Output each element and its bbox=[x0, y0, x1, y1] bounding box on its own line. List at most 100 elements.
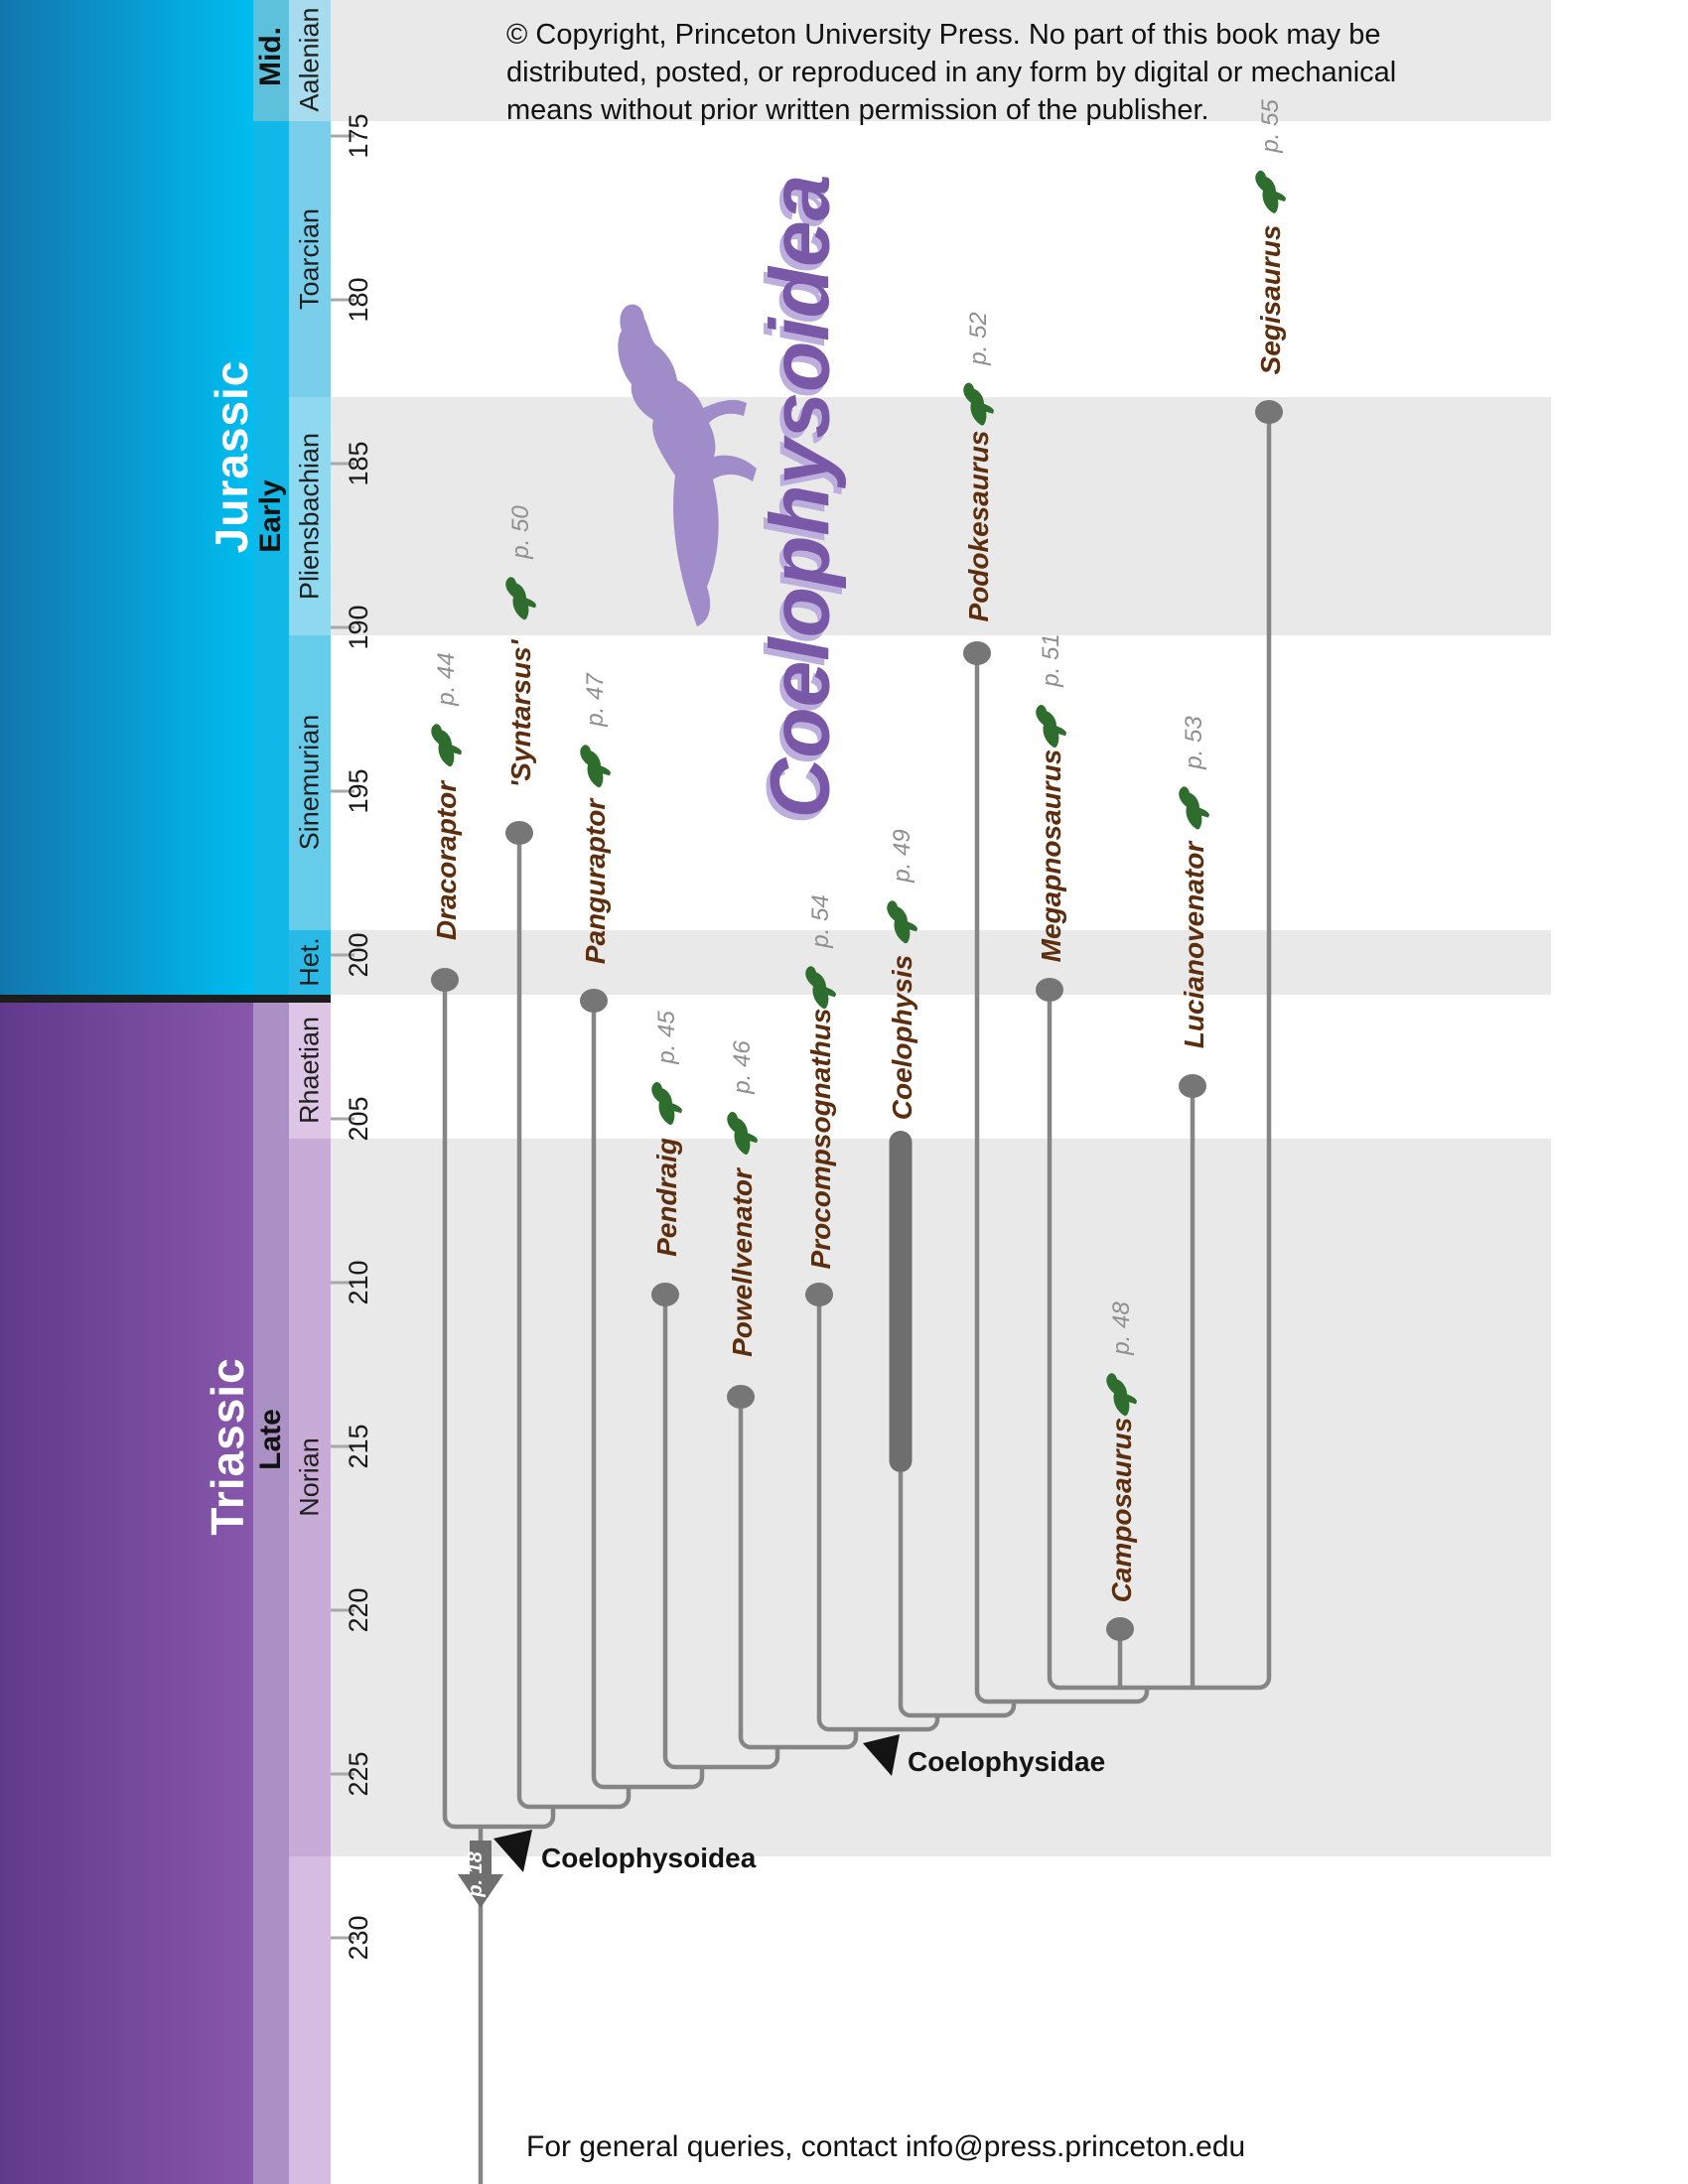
node-dot bbox=[805, 1283, 833, 1306]
taxon-page-ref: p. 51 bbox=[1038, 633, 1064, 687]
stage-cell-pliensbachian bbox=[289, 397, 331, 635]
clade-arrowhead bbox=[493, 1830, 532, 1872]
axis-tick-label: 195 bbox=[344, 768, 373, 813]
taxon-name: Lucianovenator bbox=[1179, 841, 1209, 1049]
clade-label-coelophysidae: Coelophysidae bbox=[908, 1746, 1106, 1777]
taxon-dino-icon bbox=[505, 577, 536, 620]
branch bbox=[898, 1472, 1017, 1718]
node-dot bbox=[1255, 400, 1283, 424]
taxon-name: Podokesaurus bbox=[963, 430, 994, 622]
stage-stripe bbox=[331, 397, 1551, 635]
axis-tick-label: 190 bbox=[344, 605, 373, 649]
taxon-page-ref: p. 44 bbox=[433, 652, 460, 707]
axis-tick-label: 180 bbox=[344, 277, 373, 322]
taxon-name: Procompsognathus bbox=[805, 1008, 836, 1270]
node-dot bbox=[651, 1283, 679, 1306]
axis-tick-label: 225 bbox=[344, 1751, 373, 1796]
taxon-page-ref: p. 49 bbox=[889, 829, 915, 884]
branch bbox=[1047, 412, 1272, 1691]
node-dot bbox=[431, 968, 459, 992]
taxon-dino-icon bbox=[431, 724, 462, 767]
branch bbox=[816, 1295, 940, 1732]
taxon-page-ref: p. 55 bbox=[1257, 99, 1284, 153]
stage-cell-rhaetian bbox=[289, 1003, 331, 1139]
taxon-page-ref: p. 54 bbox=[807, 894, 834, 949]
range-bar-coelophysis bbox=[889, 1131, 913, 1472]
branch bbox=[662, 1295, 780, 1770]
figure-title: Coelophysoidea bbox=[753, 174, 847, 819]
taxon-page-ref: p. 53 bbox=[1181, 715, 1207, 769]
stage-cell-aalenian bbox=[289, 0, 331, 121]
stage-cell-sinemurian bbox=[289, 635, 331, 930]
axis-tick-label: 210 bbox=[344, 1260, 373, 1304]
page-ref-arrow bbox=[458, 1841, 503, 1908]
axis-tick-label: 215 bbox=[344, 1424, 373, 1468]
taxon-dino-icon bbox=[805, 966, 836, 1010]
branch bbox=[974, 653, 1150, 1705]
period-bar-triassic bbox=[0, 1003, 253, 2184]
node-dot bbox=[505, 821, 533, 845]
branch bbox=[738, 1397, 859, 1750]
taxon-page-ref: p. 45 bbox=[653, 1011, 680, 1064]
taxon-name: Segisaurus bbox=[1255, 224, 1286, 375]
axis-tick-label: 185 bbox=[344, 441, 373, 485]
taxon-dino-icon bbox=[651, 1082, 682, 1126]
axis-tick-label: 205 bbox=[344, 1096, 373, 1141]
taxon-dino-icon bbox=[1036, 705, 1066, 749]
taxon-page-ref: p. 52 bbox=[965, 312, 992, 365]
taxon-dino-icon bbox=[1255, 170, 1286, 213]
taxon-page-ref: p. 47 bbox=[582, 673, 609, 728]
stage-stripe bbox=[331, 0, 1551, 121]
epoch-cell-early bbox=[253, 121, 289, 995]
clade-label-coelophysoidea: Coelophysoidea bbox=[541, 1843, 757, 1873]
taxon-name: Panguraptor bbox=[580, 798, 611, 964]
epoch-cell-late bbox=[253, 1003, 289, 2184]
stage-stripe bbox=[331, 930, 1551, 995]
taxon-name: Megapnosaurus bbox=[1036, 749, 1066, 963]
taxon-name: Dracoraptor bbox=[431, 780, 462, 940]
page-ref-arrow-label: p. 18 bbox=[465, 1850, 487, 1897]
taxon-name: Camposaurus bbox=[1106, 1417, 1137, 1603]
axis-tick-label: 200 bbox=[344, 932, 373, 977]
axis-tick-label: 230 bbox=[344, 1915, 373, 1960]
branch bbox=[442, 980, 556, 1830]
stage-cell-carnian bbox=[289, 1856, 331, 2184]
axis-tick-label: 220 bbox=[344, 1587, 373, 1632]
dinosaur-silhouette-large bbox=[618, 304, 757, 626]
copyright-line: distributed, posted, or reproduced in an… bbox=[506, 57, 1397, 88]
taxon-name: Powellvenator bbox=[727, 1168, 758, 1358]
node-dot bbox=[963, 641, 991, 665]
period-divider-line bbox=[0, 995, 331, 1003]
stage-cell-toarcian bbox=[289, 121, 331, 397]
taxon-name: Pendraig bbox=[651, 1137, 682, 1257]
copyright-line: means without prior written permission o… bbox=[506, 94, 1209, 126]
taxon-page-ref: p. 48 bbox=[1108, 1301, 1135, 1356]
taxon-dino-icon bbox=[1106, 1373, 1137, 1417]
taxon-dino-icon bbox=[887, 900, 917, 944]
branch bbox=[591, 1001, 705, 1790]
axis-tick-label: 175 bbox=[344, 113, 373, 158]
node-dot bbox=[1179, 1074, 1206, 1098]
copyright-line: © Copyright, Princeton University Press.… bbox=[506, 19, 1381, 51]
stage-cell-norian bbox=[289, 1139, 331, 1856]
taxon-page-ref: p. 50 bbox=[507, 505, 534, 560]
taxon-dino-icon bbox=[580, 745, 611, 788]
node-dot bbox=[727, 1385, 755, 1409]
stage-cell-het bbox=[289, 930, 331, 995]
taxon-name: 'Syntarsus' bbox=[505, 639, 536, 788]
copyright-notice: © Copyright, Princeton University Press.… bbox=[506, 16, 1396, 129]
taxon-name: Coelophysis bbox=[887, 954, 917, 1120]
epoch-cell-mid bbox=[253, 0, 289, 121]
taxon-page-ref: p. 46 bbox=[729, 1040, 756, 1094]
branch bbox=[516, 833, 632, 1810]
node-dot bbox=[1036, 978, 1063, 1002]
node-dot bbox=[1106, 1617, 1134, 1641]
taxon-dino-icon bbox=[963, 382, 994, 426]
stage-stripe bbox=[331, 1139, 1551, 1856]
period-bar-jurassic bbox=[0, 0, 253, 995]
contact-line: For general queries, contact info@press.… bbox=[526, 2130, 1246, 2163]
taxon-dino-icon bbox=[1179, 786, 1209, 830]
clade-arrowhead bbox=[863, 1734, 900, 1776]
